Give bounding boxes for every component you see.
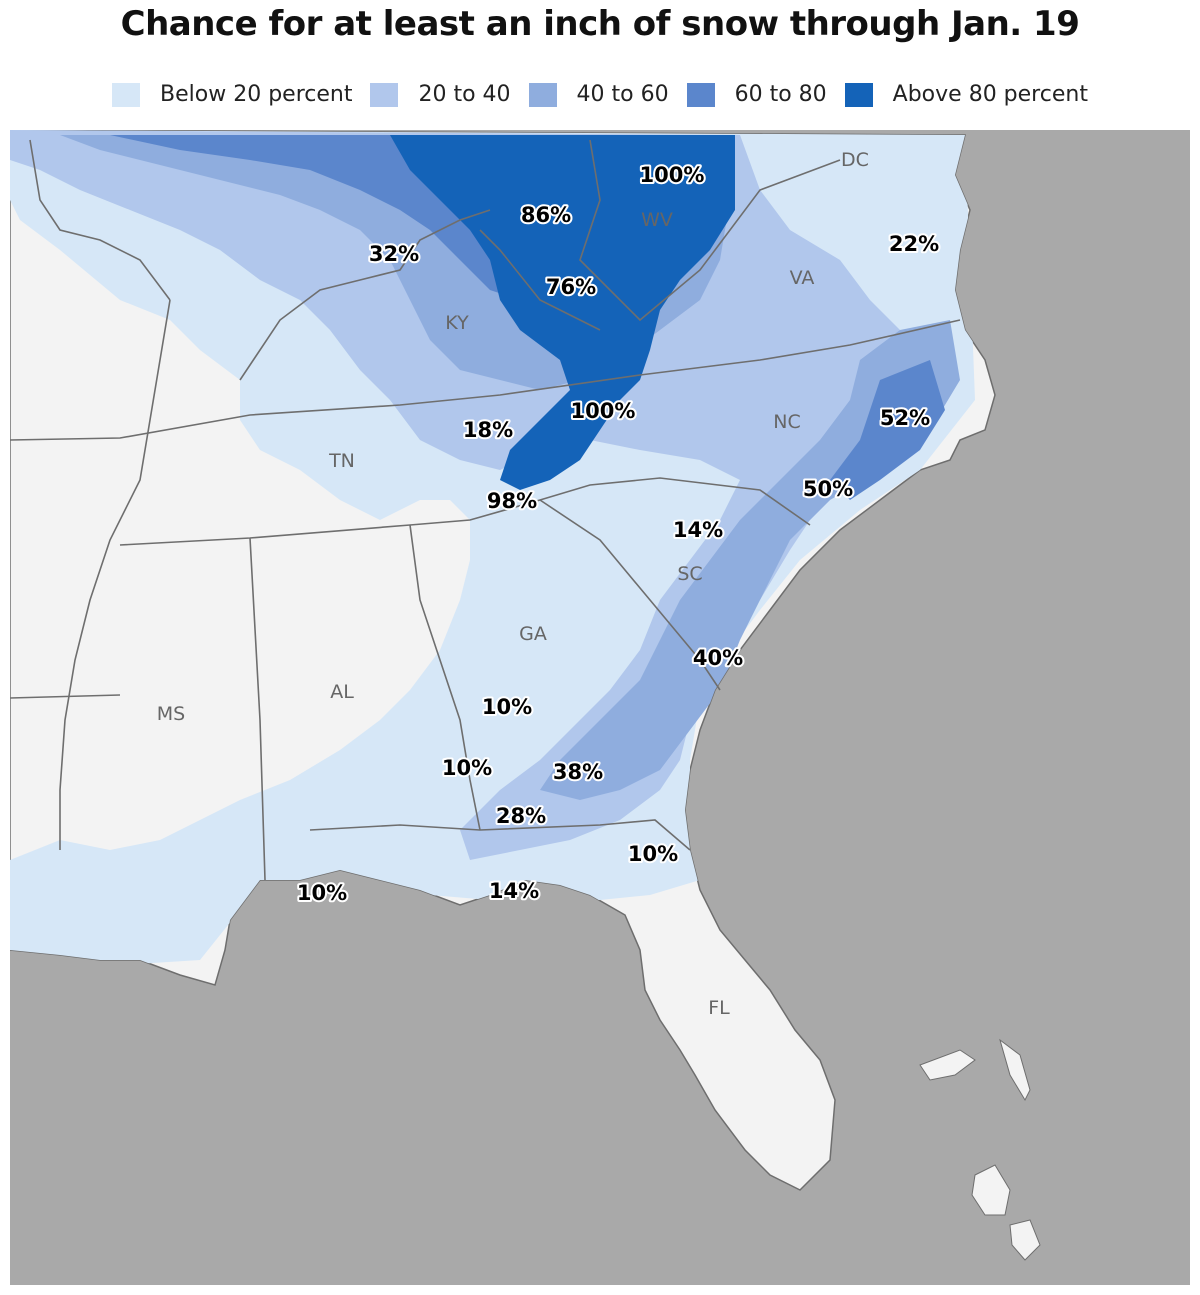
legend-swatch-60-80 xyxy=(686,82,715,107)
pct-label-ga-central: 10% xyxy=(482,695,532,719)
pct-label-sc-coast: 40% xyxy=(693,646,743,670)
snow-probability-zones xyxy=(10,130,975,965)
zone-40-60 xyxy=(60,135,960,800)
state-label-al: AL xyxy=(330,681,354,703)
pct-label-ga-southwest: 10% xyxy=(442,756,492,780)
state-label-tn: TN xyxy=(328,450,355,472)
legend-swatch-below-20 xyxy=(112,82,141,107)
border-wv-va xyxy=(579,139,841,322)
border-al-ga xyxy=(409,524,481,831)
island-bahamas-north xyxy=(919,1049,976,1081)
state-label-ky: KY xyxy=(445,312,469,334)
border-ms-west xyxy=(10,694,121,699)
pct-label-fl-panhandle: 14% xyxy=(489,879,539,903)
state-borders xyxy=(10,139,961,881)
pct-label-sc-north: 14% xyxy=(673,518,723,542)
legend-label-60-80: 60 to 80 xyxy=(734,82,827,107)
legend-swatch-40-60 xyxy=(528,82,557,107)
legend-label-40-60: 40 to 60 xyxy=(576,82,669,107)
state-label-sc: SC xyxy=(677,563,702,585)
pct-label-ga-south: 38% xyxy=(553,760,603,784)
state-label-va: VA xyxy=(790,267,815,289)
legend-label-above-80: Above 80 percent xyxy=(892,82,1088,107)
pct-label-fl-northeast: 10% xyxy=(628,842,678,866)
state-label-wv: WV xyxy=(641,209,673,231)
map-title: Chance for at least an inch of snow thro… xyxy=(120,4,1080,44)
pct-label-nc-south: 50% xyxy=(803,477,853,501)
border-ms-river xyxy=(59,299,171,850)
pct-label-wv-north: 100% xyxy=(640,163,705,187)
state-label-ms: MS xyxy=(157,703,185,725)
pct-label-ky-north: 32% xyxy=(369,242,419,266)
legend-item-above-80: Above 80 percent xyxy=(844,82,1088,107)
pct-label-al-coast: 10% xyxy=(297,881,347,905)
state-labels: DC WV VA KY TN NC SC GA AL MS FL xyxy=(157,149,869,1019)
pct-label-ky-east: 86% xyxy=(521,203,571,227)
legend: Below 20 percent 20 to 40 40 to 60 60 to… xyxy=(0,82,1200,107)
pct-label-tn-ga-border: 98% xyxy=(487,489,537,513)
legend-label-20-40: 20 to 40 xyxy=(418,82,511,107)
border-ms-al xyxy=(249,537,266,881)
pct-label-va-coast: 22% xyxy=(889,232,939,256)
border-ky-wv xyxy=(479,229,601,331)
pct-label-ky-southeast: 76% xyxy=(546,275,596,299)
border-west-river xyxy=(29,139,171,301)
legend-item-40-60: 40 to 60 xyxy=(528,82,669,107)
border-ga-fl xyxy=(309,819,691,851)
state-label-ga: GA xyxy=(519,623,547,645)
island-bahamas-south xyxy=(1009,1219,1041,1261)
state-label-fl: FL xyxy=(708,997,730,1019)
border-ga-sc xyxy=(539,499,721,691)
pct-label-tn-central: 18% xyxy=(463,418,513,442)
zone-20-40 xyxy=(10,130,960,860)
legend-item-60-80: 60 to 80 xyxy=(686,82,827,107)
island-bahamas-east xyxy=(999,1038,1031,1102)
island-bahamas-andros xyxy=(971,1164,1011,1216)
pct-label-ga-fl-border: 28% xyxy=(496,804,546,828)
legend-label-below-20: Below 20 percent xyxy=(160,82,353,107)
zone-above-80 xyxy=(390,135,735,490)
border-ky-north xyxy=(239,209,491,381)
legend-swatch-above-80 xyxy=(844,82,873,107)
legend-item-20-40: 20 to 40 xyxy=(370,82,511,107)
legend-swatch-20-40 xyxy=(370,82,399,107)
snow-probability-map: DC WV VA KY TN NC SC GA AL MS FL 100% 86… xyxy=(10,130,1190,1285)
map-container: DC WV VA KY TN NC SC GA AL MS FL 100% 86… xyxy=(10,130,1190,1285)
state-label-nc: NC xyxy=(773,411,800,433)
state-label-dc: DC xyxy=(841,149,869,171)
border-ky-tn xyxy=(10,319,961,441)
pct-label-tn-east: 100% xyxy=(571,399,636,423)
legend-item-below-20: Below 20 percent xyxy=(112,82,352,107)
percent-labels: 100% 86% 32% 22% 76% 100% 18% 52% 50% 98… xyxy=(295,161,941,907)
pct-label-nc-coast: 52% xyxy=(880,406,930,430)
